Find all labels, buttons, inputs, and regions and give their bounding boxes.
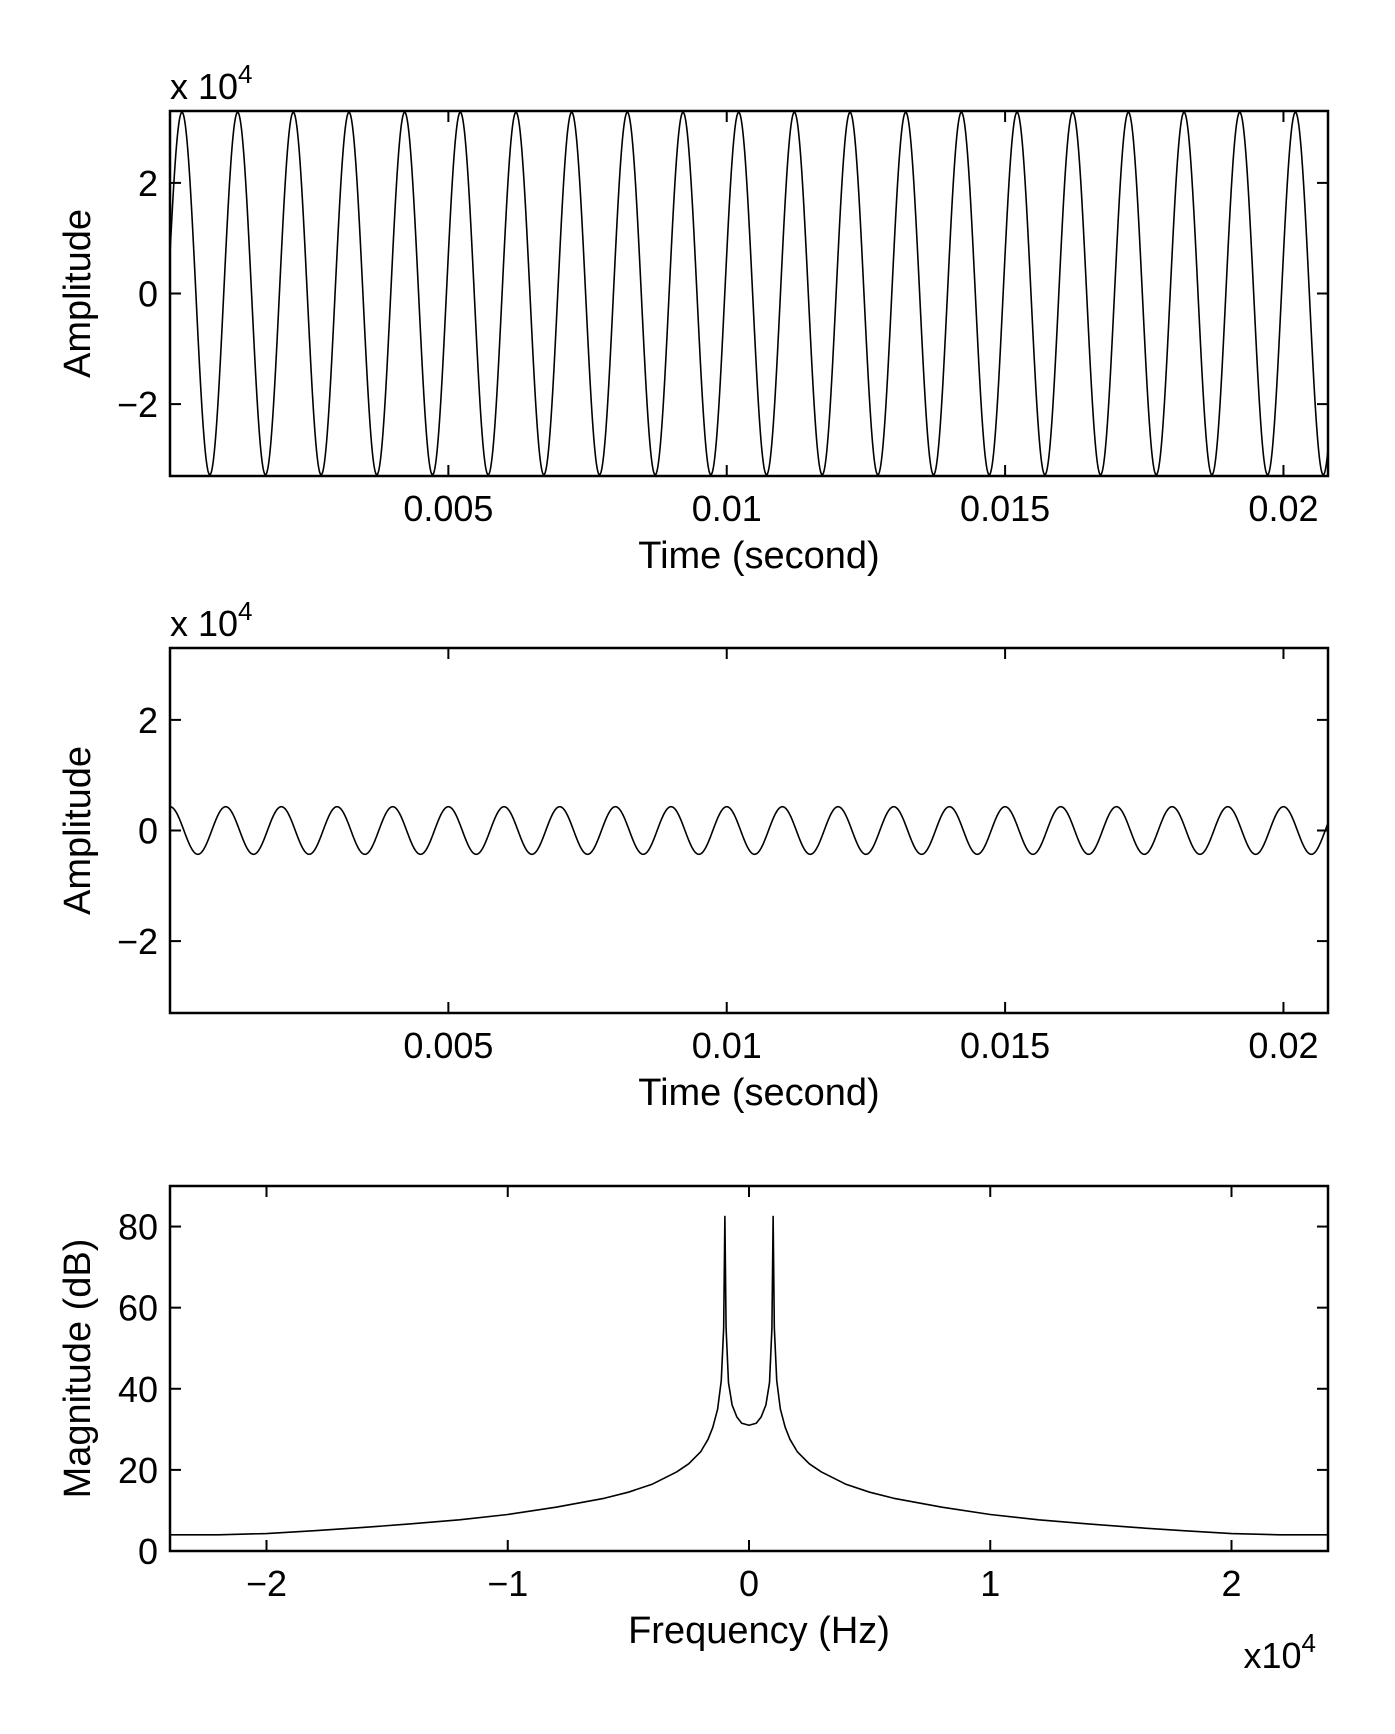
y-tick-label: −2 <box>117 921 158 962</box>
x-axis-label: Time (second) <box>638 1072 879 1114</box>
y-axis-label: Amplitude <box>57 209 99 378</box>
chart-panel-2: 0.005 0.01 0.015 0.02 −2 0 2 Time (second) Ampli… <box>57 596 1330 1114</box>
y-axis-label: Amplitude <box>57 746 99 915</box>
y-tick-label: 0 <box>138 811 158 852</box>
x-axis-label: Frequency (Hz) <box>628 1610 890 1652</box>
series-line-signal <box>170 111 1328 476</box>
x-tick-label: 1 <box>980 1563 1000 1604</box>
y-tick-label: 2 <box>138 163 158 204</box>
y-exponent-label: x 104 <box>170 59 253 107</box>
exponent-base: x 10 <box>170 603 238 644</box>
exponent-power: 4 <box>1302 1628 1316 1658</box>
x-tick-label: 2 <box>1221 1563 1241 1604</box>
x-tick-label: 0 <box>739 1563 759 1604</box>
y-tick-label: −2 <box>117 384 158 425</box>
x-axis-label: Time (second) <box>638 535 879 577</box>
x-tick-label: 0.02 <box>1248 488 1318 529</box>
x-tick-label: 0.015 <box>960 1025 1050 1066</box>
x-exponent-label: x104 <box>1243 1628 1316 1676</box>
x-tick-label: 0.015 <box>960 488 1050 529</box>
chart-panel-1: 0.005 0.01 0.015 0.02 −2 0 2 Time (second) Ampli… <box>57 59 1330 577</box>
y-tick-label: 2 <box>138 700 158 741</box>
x-tick-label: 0.005 <box>403 488 493 529</box>
y-tick-label: 40 <box>118 1369 158 1410</box>
x-tick-label: 0.005 <box>403 1025 493 1066</box>
x-tick-label: 0.01 <box>692 488 762 529</box>
exponent-power: 4 <box>238 596 252 626</box>
y-tick-label: 0 <box>138 274 158 315</box>
x-tick-label: −1 <box>487 1563 528 1604</box>
y-tick-label: 0 <box>138 1531 158 1572</box>
exponent-base: x 10 <box>170 66 238 107</box>
y-exponent-label: x 104 <box>170 596 253 644</box>
series-line-signal <box>170 805 1328 856</box>
exponent-base: x10 <box>1243 1635 1301 1676</box>
y-tick-label: 80 <box>118 1207 158 1248</box>
y-tick-label: 60 <box>118 1288 158 1329</box>
x-tick-label: 0.01 <box>692 1025 762 1066</box>
exponent-power: 4 <box>238 59 252 89</box>
y-axis-label: Magnitude (dB) <box>57 1239 99 1499</box>
x-tick-label: −2 <box>246 1563 287 1604</box>
x-tick-label: 0.02 <box>1248 1025 1318 1066</box>
y-tick-label: 20 <box>118 1450 158 1491</box>
series-line-spectrum <box>170 1215 1328 1536</box>
